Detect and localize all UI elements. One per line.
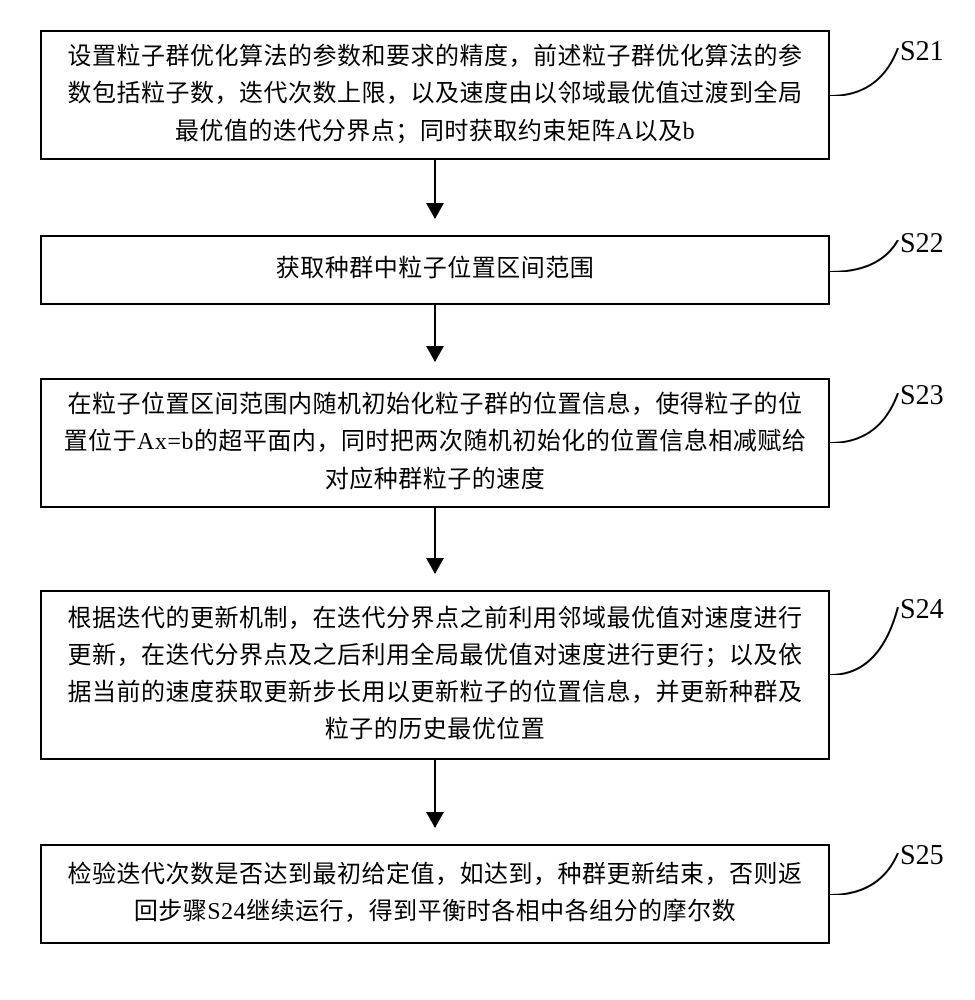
step-box-s24: 根据迭代的更新机制，在迭代分界点之前利用邻域最优值对速度进行更新，在迭代分界点及…: [40, 590, 830, 760]
step-box-s22: 获取种群中粒子位置区间范围: [40, 235, 830, 305]
connector-s24: [830, 607, 900, 675]
flowchart-canvas: 设置粒子群优化算法的参数和要求的精度，前述粒子群优化算法的参数包括粒子数，迭代次…: [0, 0, 975, 1000]
connector-s25: [830, 853, 900, 895]
step-label-s21: S21: [900, 36, 944, 68]
step-text: 根据迭代的更新机制，在迭代分界点之前利用邻域最优值对速度进行更新，在迭代分界点及…: [56, 601, 814, 750]
connector-s22: [830, 240, 900, 272]
step-box-s21: 设置粒子群优化算法的参数和要求的精度，前述粒子群优化算法的参数包括粒子数，迭代次…: [40, 30, 830, 160]
arrow-s22-s23: [434, 305, 436, 361]
step-label-s22: S22: [900, 228, 944, 260]
step-label-s24: S24: [900, 594, 944, 626]
step-box-s23: 在粒子位置区间范围内随机初始化粒子群的位置信息，使得粒子的位置位于Ax=b的超平…: [40, 378, 830, 508]
step-label-s23: S23: [900, 380, 944, 412]
connector-s23: [830, 393, 900, 443]
step-box-s25: 检验迭代次数是否达到最初给定值，如达到，种群更新结束，否则返回步骤S24继续运行…: [40, 844, 830, 944]
arrow-s23-s24: [434, 508, 436, 573]
arrow-s24-s25: [434, 760, 436, 827]
step-text: 设置粒子群优化算法的参数和要求的精度，前述粒子群优化算法的参数包括粒子数，迭代次…: [56, 39, 814, 151]
step-text: 获取种群中粒子位置区间范围: [56, 251, 814, 288]
step-text: 检验迭代次数是否达到最初给定值，如达到，种群更新结束，否则返回步骤S24继续运行…: [56, 857, 814, 931]
connector-s21: [830, 48, 900, 96]
step-label-s25: S25: [900, 840, 944, 872]
arrow-s21-s22: [434, 160, 436, 218]
step-text: 在粒子位置区间范围内随机初始化粒子群的位置信息，使得粒子的位置位于Ax=b的超平…: [56, 387, 814, 499]
